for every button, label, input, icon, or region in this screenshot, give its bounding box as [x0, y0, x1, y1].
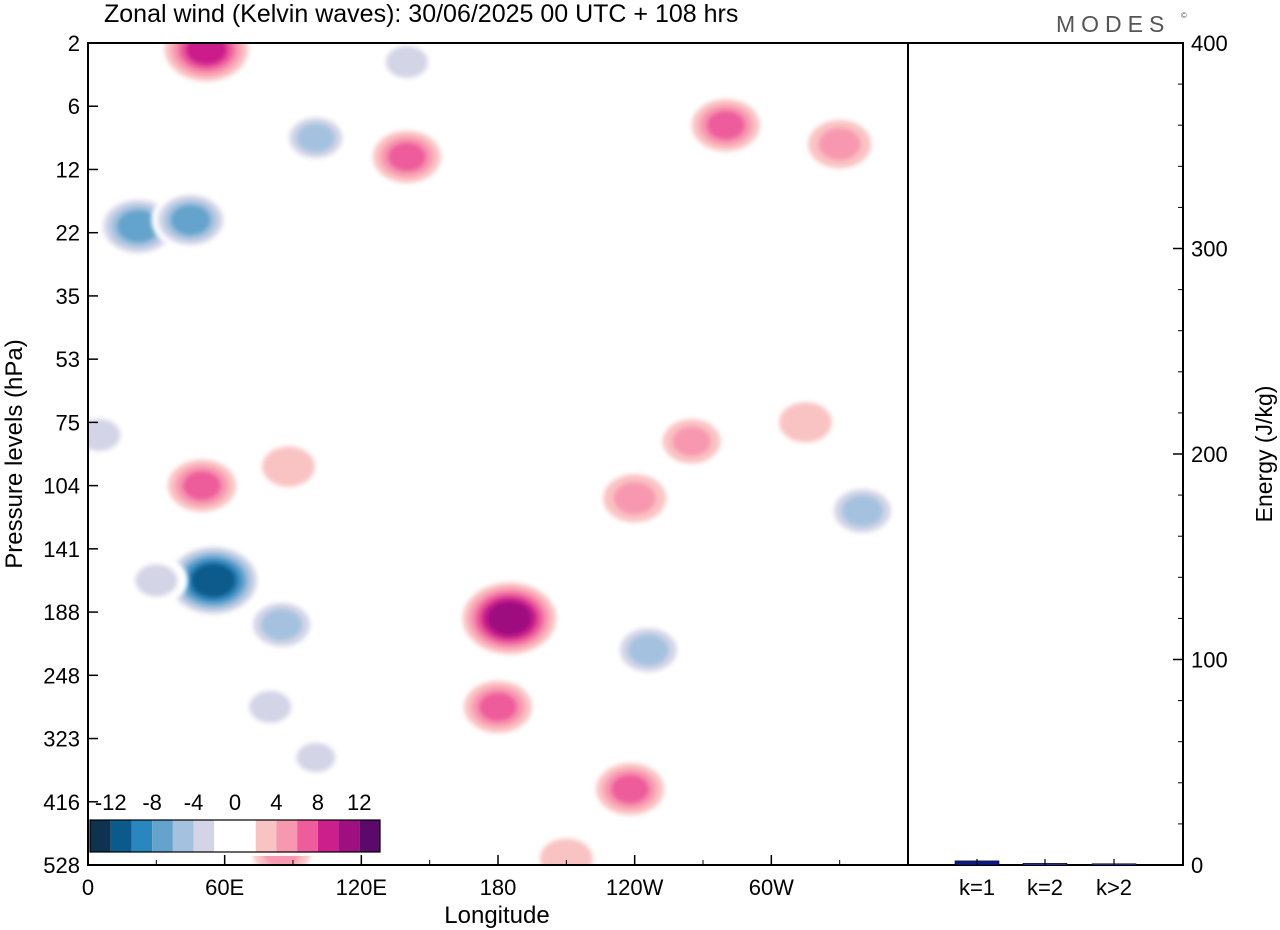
colorbar-swatch	[338, 820, 360, 852]
wind-anomaly-24	[596, 763, 665, 816]
y-tick-label: 53	[56, 347, 80, 372]
heatmap-field	[88, 43, 899, 865]
y-tick-label: 248	[43, 663, 80, 688]
y-tick-label: 35	[56, 284, 80, 309]
wind-anomaly-11	[167, 459, 236, 512]
brand-logo: MODES	[1056, 11, 1170, 37]
wind-anomaly-13	[163, 542, 263, 619]
y-tick-label: 2	[68, 31, 80, 56]
colorbar-label: 12	[347, 790, 371, 815]
y-tick-label: 141	[43, 537, 80, 562]
wind-anomaly-22	[662, 419, 721, 464]
colorbar-swatch	[172, 820, 194, 852]
energy-axis: 0 100 200 300 400	[1173, 31, 1228, 878]
x-axis: 0 60E 120E 180 120W 60W	[82, 855, 909, 900]
colorbar-swatch	[359, 820, 380, 852]
wind-anomaly-17	[286, 735, 345, 780]
wind-anomaly-9	[88, 410, 131, 460]
energy-tick-label: 300	[1191, 237, 1228, 262]
wind-anomaly-26	[831, 642, 885, 683]
y-tick-label: 528	[43, 853, 80, 878]
colorbar: -12 -8 -4 0 4 8 12	[86, 786, 386, 856]
wind-anomaly-20	[464, 680, 532, 733]
y-axis: 2 6 12 22 35 53 75 104 141 188 248 323 416 528	[43, 31, 98, 878]
wind-anomaly-12	[262, 446, 315, 487]
colorbar-swatch	[90, 820, 111, 852]
wind-anomaly-28	[713, 821, 761, 858]
energy-panel-frame	[907, 42, 1184, 866]
y-tick-label: 188	[43, 600, 80, 625]
colorbar-label: -12	[95, 790, 127, 815]
colorbar-swatch	[110, 820, 132, 852]
y-tick-label: 323	[43, 727, 80, 752]
wind-anomaly-23	[611, 622, 685, 678]
energy-tick-label: 400	[1191, 31, 1228, 56]
wind-anomaly-25	[825, 482, 899, 539]
brand-mark: ©	[1181, 11, 1187, 20]
colorbar-border	[89, 819, 381, 853]
colorbar-swatch	[131, 820, 153, 852]
colorbar-label: 4	[270, 790, 282, 815]
energy-tick-label: 100	[1191, 648, 1228, 673]
energy-category-label: k>2	[1096, 875, 1132, 900]
colorbar-swatch	[297, 820, 318, 852]
x-tick-label: 180	[480, 875, 517, 900]
y-tick-label: 104	[43, 474, 80, 499]
wind-anomaly-15	[245, 596, 319, 653]
colorbar-swatch	[152, 820, 173, 852]
colorbar-swatch	[214, 820, 235, 852]
colorbar-swatch	[276, 820, 298, 852]
wind-anomaly-19	[462, 582, 557, 655]
colorbar-label: 0	[229, 790, 241, 815]
colorbar-label: 8	[312, 790, 324, 815]
energy-axis-label: Energy (J/kg)	[1251, 386, 1277, 523]
energy-bars: k=1 k=2 k>2	[954, 859, 1137, 900]
wind-anomaly-5	[372, 130, 441, 183]
wind-anomaly-3	[281, 111, 350, 164]
y-tick-label: 12	[56, 157, 80, 182]
wind-anomaly-29	[779, 402, 832, 443]
wind-anomaly-2	[164, 43, 249, 82]
x-axis-label: Longitude	[444, 902, 549, 929]
wind-anomaly-10	[164, 421, 217, 462]
wind-anomaly-21	[603, 474, 667, 523]
x-tick-label: 120E	[336, 875, 387, 900]
energy-category-label: k=1	[959, 875, 995, 900]
y-tick-label: 75	[56, 410, 80, 435]
chart-title: Zonal wind (Kelvin waves): 30/06/2025 00…	[104, 0, 738, 28]
colorbar-swatch	[317, 820, 339, 852]
wind-anomaly-7	[808, 120, 872, 169]
wind-anomaly-27	[539, 838, 593, 865]
colorbar-label: -4	[184, 790, 204, 815]
y-tick-label: 6	[68, 94, 80, 119]
colorbar-swatch	[235, 820, 256, 852]
colorbar-swatch	[255, 820, 277, 852]
x-tick-label: 120W	[606, 875, 664, 900]
colorbar-swatch	[193, 820, 215, 852]
y-axis-label: Pressure levels (hPa)	[1, 339, 28, 568]
y-tick-label: 22	[56, 221, 80, 246]
wind-anomaly-8	[824, 256, 878, 298]
wind-anomaly-4	[375, 43, 439, 87]
colorbar-label: -8	[142, 790, 162, 815]
wind-anomaly-16	[238, 682, 302, 731]
wind-anomaly-1	[151, 190, 230, 250]
x-tick-label: 0	[82, 875, 94, 900]
energy-tick-label: 200	[1191, 442, 1228, 467]
energy-tick-label: 0	[1191, 853, 1203, 878]
wind-anomaly-6	[691, 99, 760, 152]
wind-anomaly-14	[124, 556, 188, 605]
energy-category-label: k=2	[1027, 875, 1063, 900]
x-tick-label: 60E	[205, 875, 244, 900]
y-tick-label: 416	[43, 790, 80, 815]
x-tick-label: 60W	[749, 875, 794, 900]
